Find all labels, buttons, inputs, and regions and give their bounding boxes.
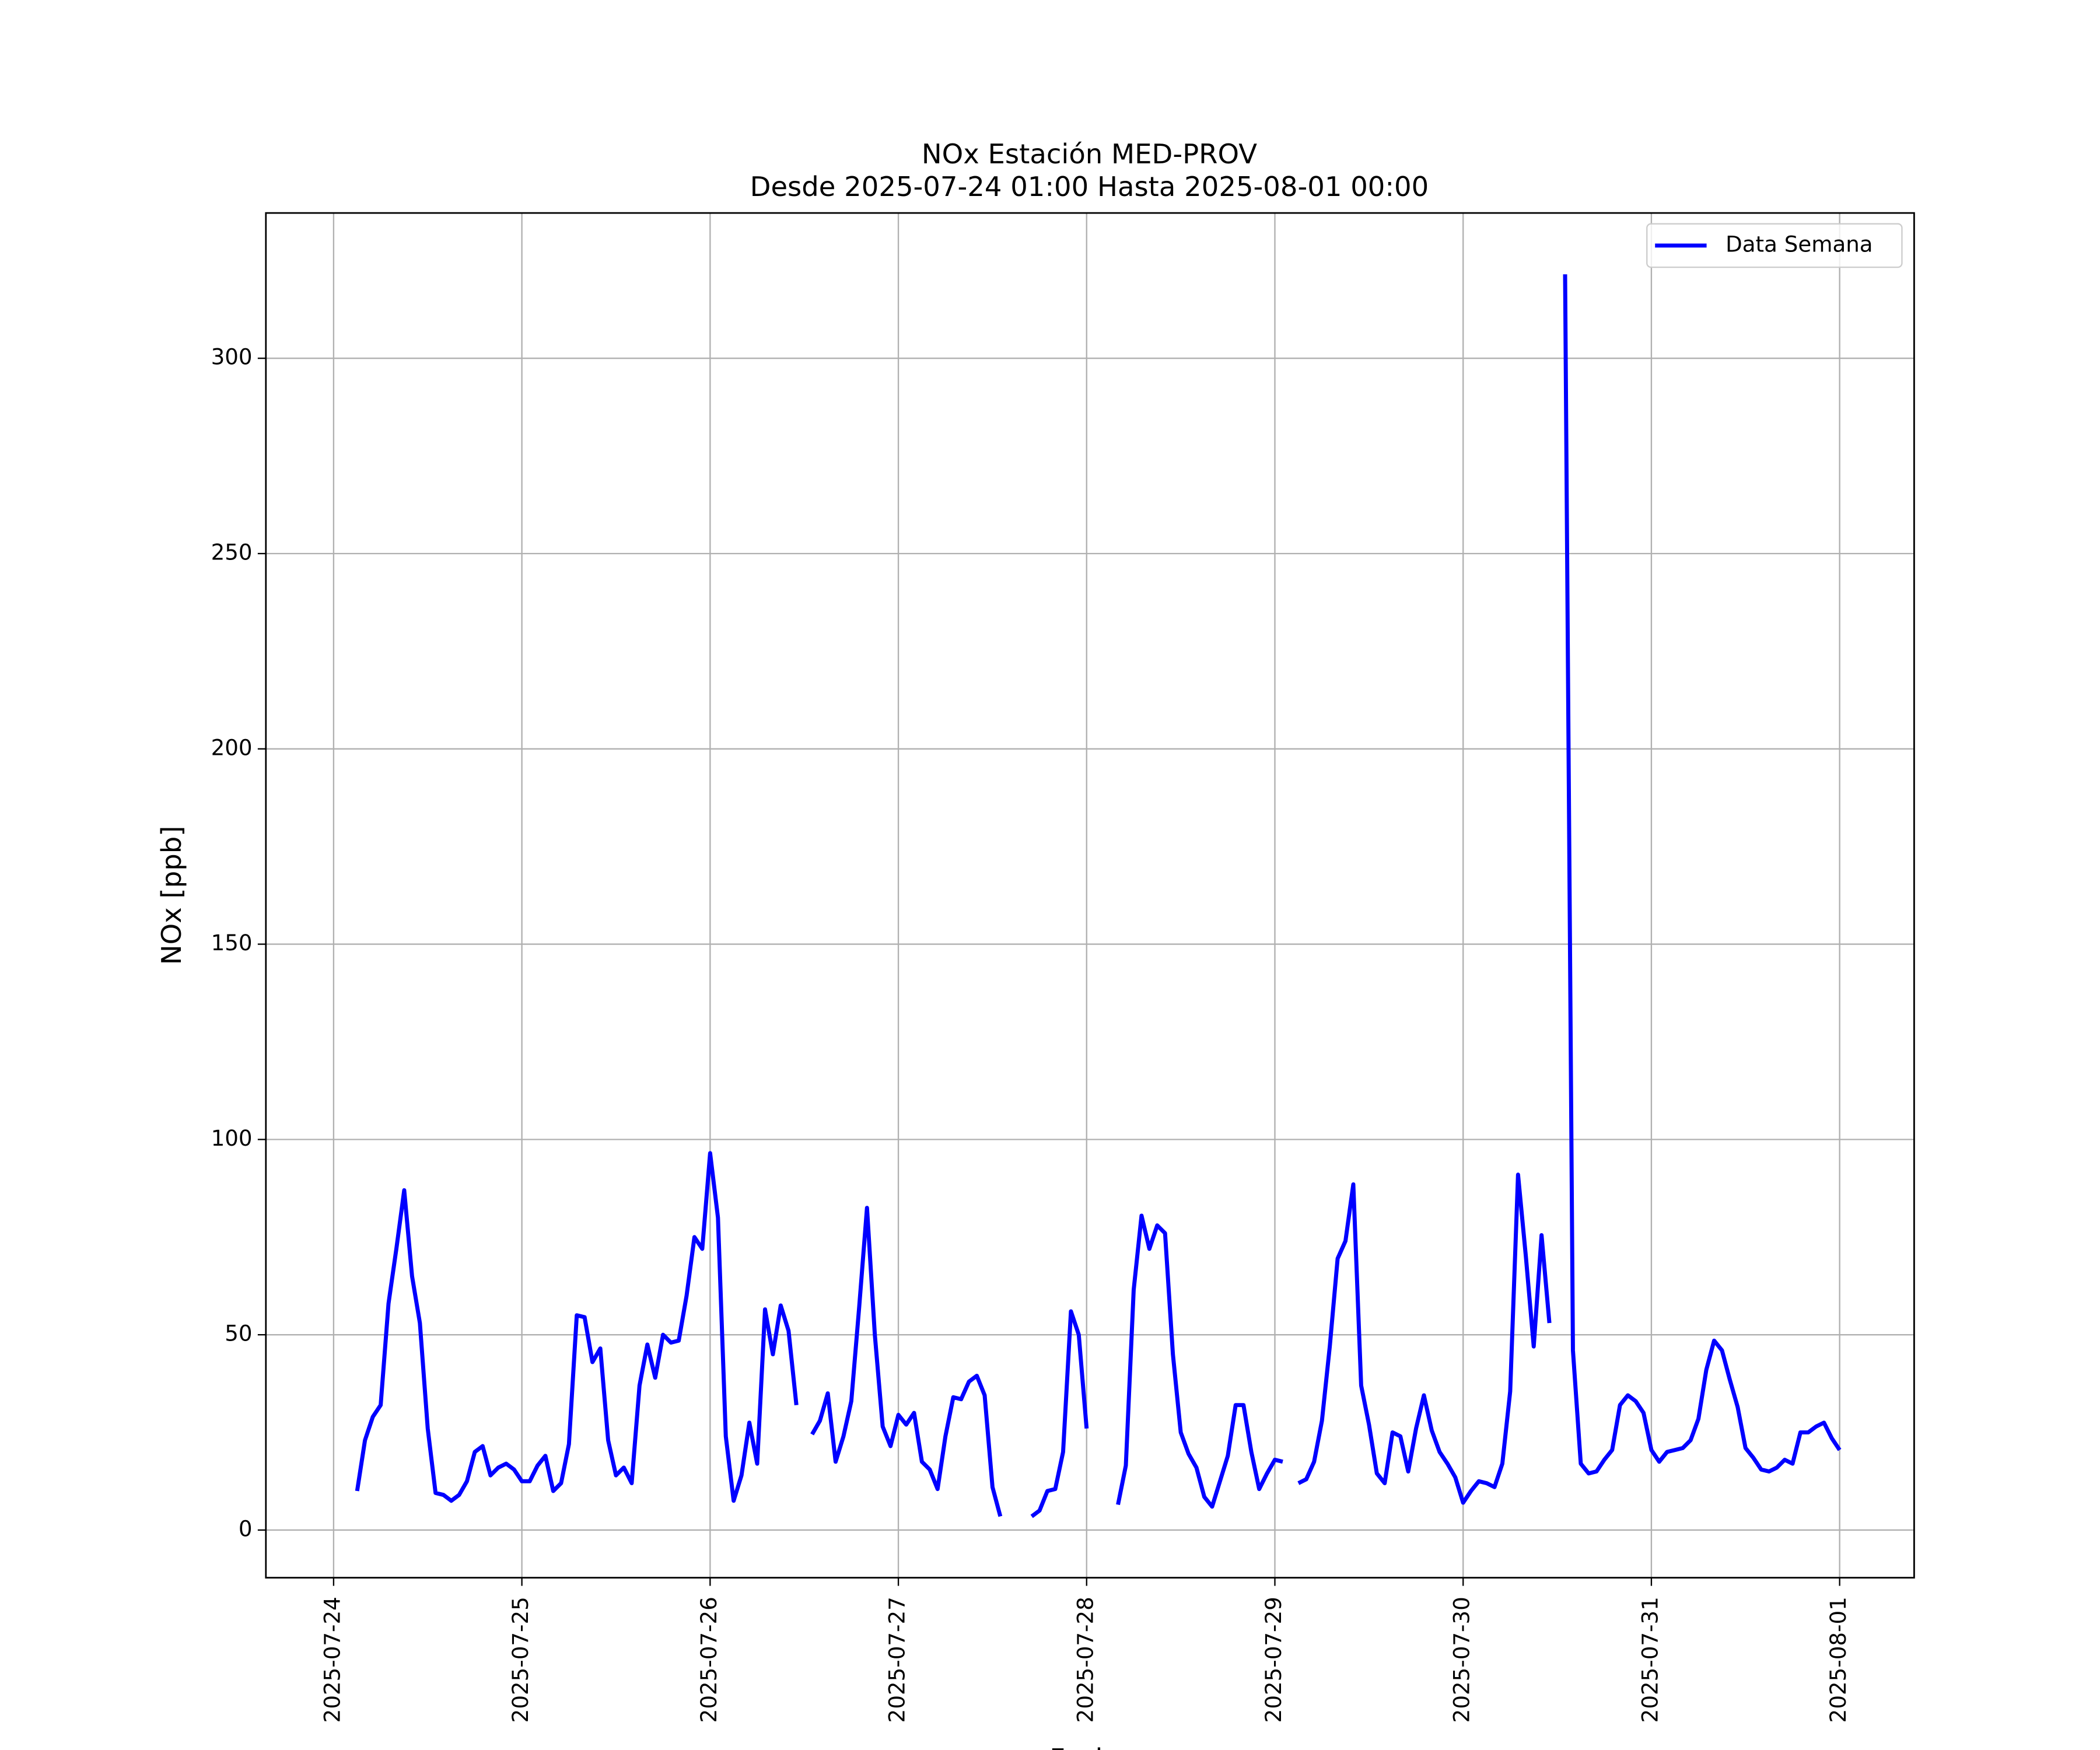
plot-frame: [265, 212, 1915, 1579]
x-tick-label: 2025-07-26: [696, 1597, 722, 1723]
chart-title: NOx Estación MED-PROV: [922, 138, 1257, 170]
x-tick-label: 2025-07-28: [1072, 1597, 1098, 1723]
x-axis-label: Fecha: [1049, 1743, 1129, 1750]
x-tick-label: 2025-07-25: [508, 1597, 533, 1723]
y-axis-label: NOx [ppb]: [156, 826, 187, 965]
y-tick-label: 0: [239, 1516, 253, 1541]
data-line: [355, 274, 1842, 1518]
x-tick-label: 2025-07-27: [884, 1597, 910, 1723]
y-tick-label: 200: [211, 734, 253, 760]
y-tick-label: 300: [211, 344, 253, 370]
y-tick-label: 150: [211, 930, 253, 956]
y-tick-label: 250: [211, 539, 253, 565]
x-tick-label: 2025-07-30: [1449, 1597, 1475, 1723]
legend-label: Data Semana: [1726, 231, 1873, 257]
x-tick-label: 2025-07-31: [1637, 1597, 1662, 1723]
x-tick-label: 2025-07-24: [319, 1597, 345, 1723]
x-tick-label: 2025-07-29: [1261, 1597, 1286, 1723]
y-tick-label: 50: [225, 1321, 252, 1346]
legend-box: [1646, 223, 1903, 268]
x-tick-label: 2025-08-01: [1825, 1597, 1851, 1723]
chart-subtitle: Desde 2025-07-24 01:00 Hasta 2025-08-01 …: [750, 171, 1429, 202]
y-tick-label: 100: [211, 1125, 253, 1151]
